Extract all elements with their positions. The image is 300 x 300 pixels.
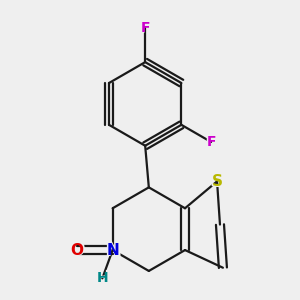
- Text: F: F: [139, 18, 152, 38]
- Text: F: F: [206, 135, 216, 149]
- Text: H: H: [97, 271, 108, 285]
- Text: O: O: [68, 240, 86, 260]
- Text: S: S: [212, 174, 223, 189]
- Text: N: N: [106, 243, 119, 258]
- Text: F: F: [140, 21, 150, 35]
- Text: F: F: [204, 133, 218, 152]
- Text: S: S: [209, 171, 224, 191]
- Text: O: O: [70, 243, 84, 258]
- Text: H: H: [94, 269, 110, 288]
- Text: N: N: [104, 240, 121, 260]
